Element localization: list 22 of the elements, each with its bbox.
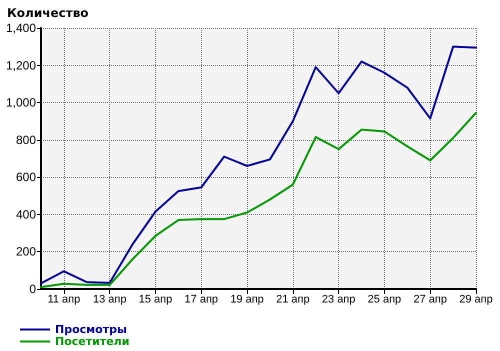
x-tick-label: 23 апр [322,294,356,306]
x-tick-label: 29 апр [459,294,493,306]
y-tick-label: 600 [16,170,36,184]
x-tick-label: 17 апр [184,294,218,306]
legend-label: Просмотры [55,323,127,336]
x-tick-label: 19 апр [230,294,264,306]
y-tick-label: 1,000 [6,96,36,110]
y-axis-title: Количество [7,6,89,20]
x-tick-label: 25 апр [368,294,402,306]
line-series [40,46,477,284]
x-tick-label: 11 апр [48,294,80,306]
y-tick-label: 200 [16,244,36,259]
x-tick-label: 27 апр [413,294,447,306]
x-tick-label: 13 апр [92,294,126,306]
x-tick-label: 21 апр [276,294,310,306]
legend-label: Посетители [55,335,130,348]
x-tick-label: 15 апр [138,294,172,306]
y-tick-label: 400 [16,207,36,222]
y-tick-label: 1,200 [6,58,36,72]
y-tick-label: 1,400 [6,21,36,35]
y-tick-label: 0 [29,282,36,296]
y-tick-label: 800 [16,132,36,147]
